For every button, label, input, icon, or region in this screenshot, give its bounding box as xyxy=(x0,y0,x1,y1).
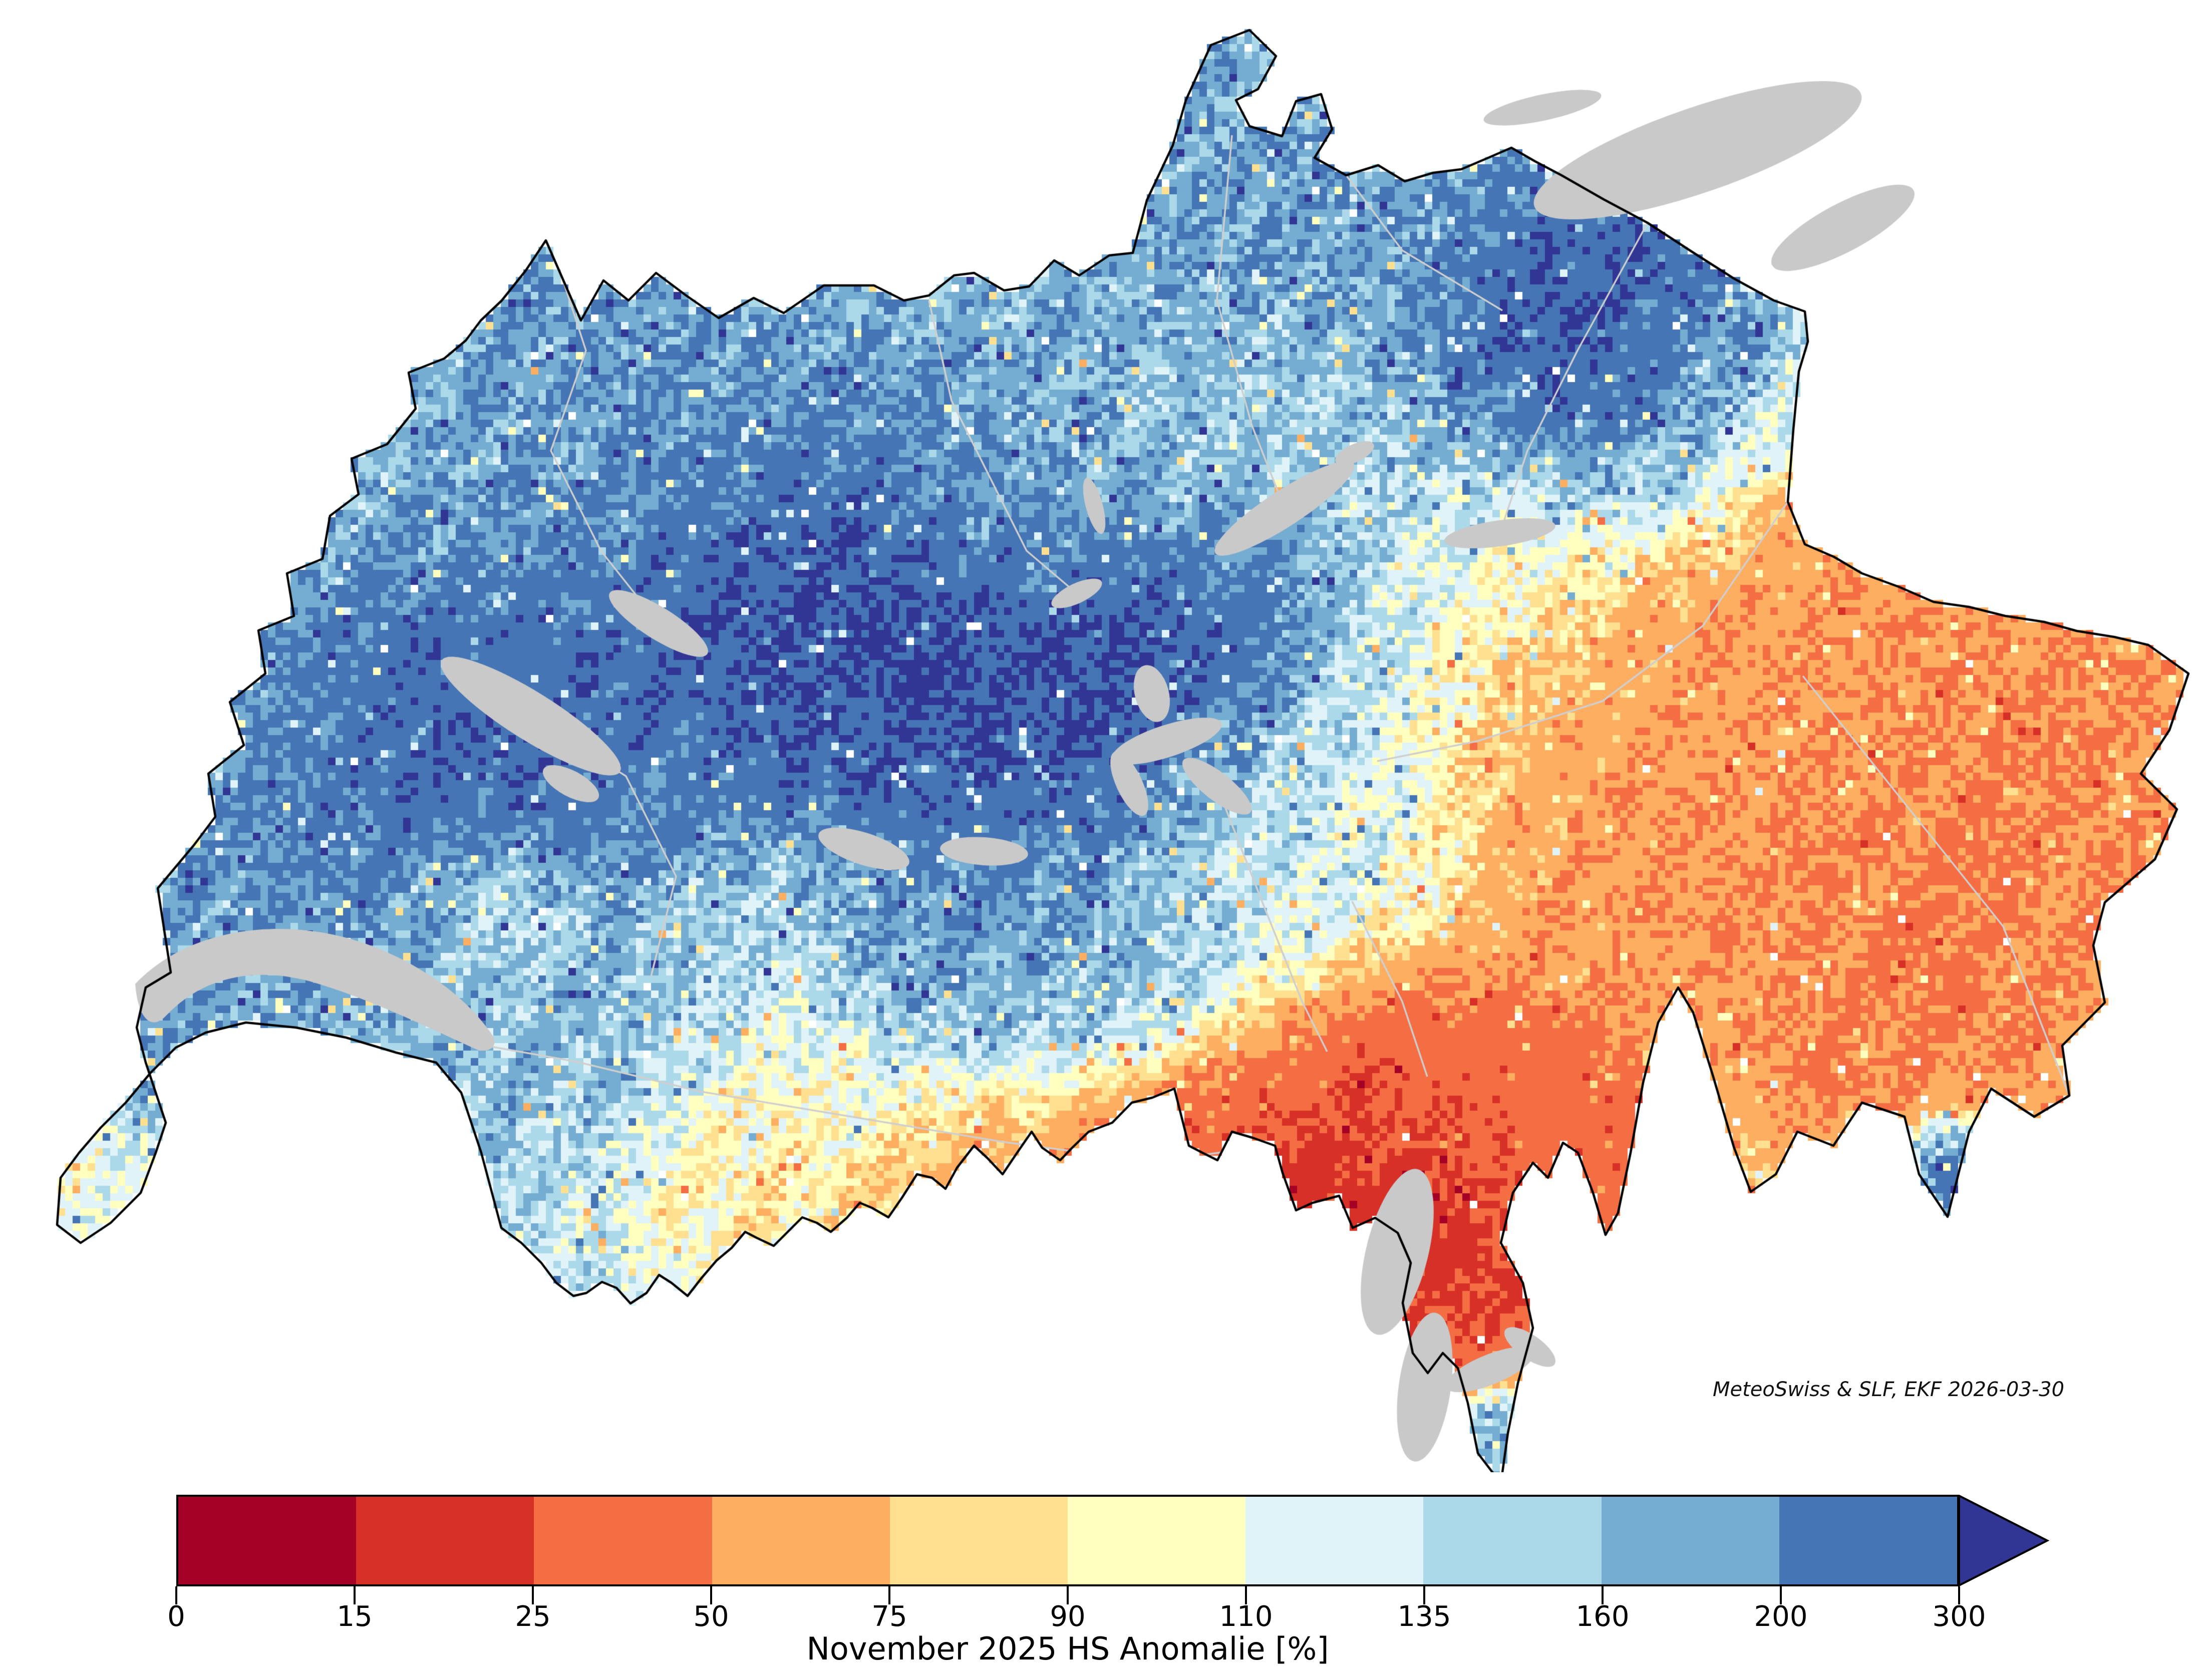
colorbar-segment-110-135 xyxy=(1245,1497,1424,1584)
colorbar-tick-label-300: 300 xyxy=(1932,1600,1986,1633)
colorbar-tick-label-160: 160 xyxy=(1575,1600,1630,1633)
colorbar-tick-label-15: 15 xyxy=(337,1600,373,1633)
colorbar-tick xyxy=(1958,1586,1960,1604)
colorbar-tick-label-135: 135 xyxy=(1397,1600,1451,1633)
switzerland-anomaly-map xyxy=(0,0,2212,1472)
colorbar-tick-label-110: 110 xyxy=(1219,1600,1273,1633)
colorbar-segment-25-50 xyxy=(534,1497,712,1584)
colorbar-bar xyxy=(176,1495,1959,1586)
colorbar-tick-label-0: 0 xyxy=(167,1600,185,1633)
colorbar-tick xyxy=(354,1586,356,1604)
colorbar-segment-200-300 xyxy=(1779,1497,1958,1584)
colorbar-tick xyxy=(1423,1586,1425,1604)
colorbar-tick-label-90: 90 xyxy=(1050,1600,1086,1633)
colorbar-tick xyxy=(710,1586,712,1604)
colorbar-tick-label-50: 50 xyxy=(693,1600,729,1633)
colorbar-tick xyxy=(1245,1586,1247,1604)
colorbar-tick xyxy=(532,1586,534,1604)
colorbar-tick-label-200: 200 xyxy=(1754,1600,1808,1633)
colorbar-tick xyxy=(1780,1586,1782,1604)
colorbar-tick-label-25: 25 xyxy=(515,1600,551,1633)
colorbar-segment-50-75 xyxy=(712,1497,890,1584)
colorbar-tick xyxy=(1602,1586,1604,1604)
colorbar-tick xyxy=(1067,1586,1069,1604)
attribution-text: MeteoSwiss & SLF, EKF 2026-03-30 xyxy=(1713,1378,2065,1401)
colorbar-tick xyxy=(175,1586,177,1604)
colorbar-segment-135-160 xyxy=(1423,1497,1602,1584)
colorbar-tick xyxy=(888,1586,890,1604)
colorbar-segment-160-200 xyxy=(1601,1497,1779,1584)
colorbar-segment-15-25 xyxy=(356,1497,534,1584)
colorbar-over-arrow-icon xyxy=(1959,1495,2050,1586)
colorbar-segment-75-90 xyxy=(889,1497,1068,1584)
colorbar-title: November 2025 HS Anomalie [%] xyxy=(806,1630,1329,1667)
colorbar-tick-label-75: 75 xyxy=(871,1600,907,1633)
colorbar-segment-90-110 xyxy=(1068,1497,1246,1584)
colorbar-segment-0-15 xyxy=(178,1497,357,1584)
